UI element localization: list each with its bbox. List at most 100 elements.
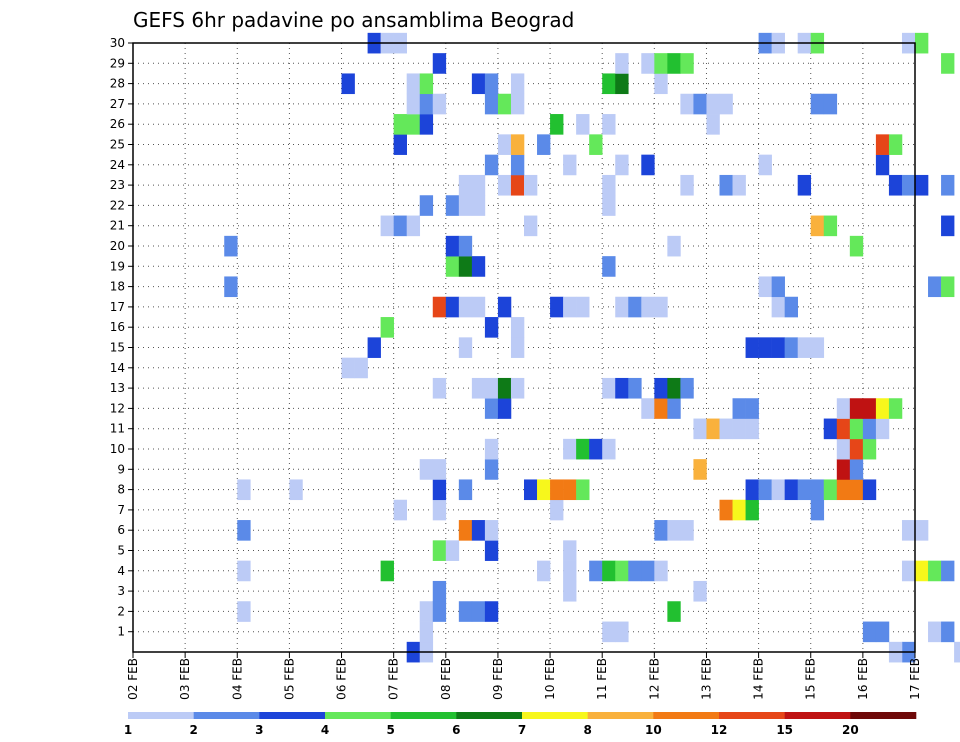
heatmap-cell bbox=[524, 174, 538, 196]
heatmap-cell bbox=[576, 479, 590, 501]
heatmap-cell bbox=[550, 296, 564, 318]
heatmap-cell bbox=[445, 296, 460, 318]
heatmap-cell bbox=[432, 53, 447, 74]
y-tick-label: 5 bbox=[117, 544, 125, 558]
heatmap-cell bbox=[484, 459, 499, 480]
heatmap-cell bbox=[875, 154, 890, 176]
heatmap-cell bbox=[432, 459, 447, 480]
x-tick-label: 14 FEB bbox=[752, 658, 766, 700]
heatmap-cell bbox=[823, 479, 838, 501]
heatmap-cell bbox=[458, 256, 473, 277]
heatmap-cell bbox=[732, 418, 746, 440]
heatmap-cell bbox=[667, 235, 681, 257]
heatmap-cell bbox=[628, 560, 642, 582]
heatmap-cell bbox=[471, 174, 486, 196]
x-tick-label: 07 FEB bbox=[387, 658, 401, 700]
heatmap-cell bbox=[745, 418, 759, 440]
heatmap-cell bbox=[484, 520, 499, 541]
heatmap-cell bbox=[615, 73, 629, 95]
heatmap-cell bbox=[524, 215, 538, 237]
x-tick-label: 04 FEB bbox=[230, 658, 244, 700]
heatmap-cell bbox=[849, 418, 864, 440]
heatmap-cell bbox=[875, 418, 890, 440]
colorbar: 1 2 3 4 5 6 7 8 10 12 15 20 bbox=[124, 712, 917, 737]
heatmap-cell bbox=[615, 154, 629, 176]
x-tick-label: 16 FEB bbox=[856, 658, 870, 700]
y-tick-label: 30 bbox=[110, 36, 125, 50]
heatmap-cell bbox=[524, 479, 538, 501]
heatmap-cell bbox=[784, 337, 798, 358]
heatmap-cell bbox=[497, 296, 512, 318]
heatmap-cell bbox=[915, 520, 929, 541]
heatmap-cell bbox=[354, 357, 368, 379]
heatmap-cell bbox=[836, 398, 851, 419]
heatmap-cell bbox=[602, 560, 616, 582]
heatmap-cell bbox=[393, 114, 407, 135]
heatmap-cell bbox=[693, 580, 707, 602]
heatmap-cell bbox=[380, 215, 394, 237]
heatmap-cell bbox=[510, 377, 525, 399]
heatmap-cell bbox=[341, 357, 355, 379]
heatmap-cell bbox=[458, 337, 473, 358]
y-tick-label: 10 bbox=[110, 442, 125, 456]
heatmap-cell bbox=[419, 601, 434, 622]
heatmap-cell bbox=[745, 398, 759, 419]
heatmap-cell bbox=[941, 560, 955, 582]
x-tick-label: 13 FEB bbox=[699, 658, 713, 700]
colorbar-segment bbox=[719, 712, 785, 719]
heatmap-cell bbox=[654, 560, 668, 582]
heatmap-cell bbox=[602, 256, 616, 277]
colorbar-segment bbox=[128, 712, 194, 719]
colorbar-label: 7 bbox=[518, 723, 526, 737]
heatmap-cell bbox=[928, 276, 942, 298]
y-axis: 1234567891011121314151617181920212223242… bbox=[110, 36, 133, 639]
heatmap-cell bbox=[915, 32, 929, 54]
heatmap-cell bbox=[484, 73, 499, 95]
y-tick-label: 25 bbox=[110, 138, 125, 152]
colorbar-label: 1 bbox=[124, 723, 132, 737]
colorbar-segment bbox=[522, 712, 588, 719]
heatmap-cell bbox=[810, 215, 825, 237]
heatmap-cell bbox=[445, 256, 460, 277]
heatmap-cell bbox=[615, 296, 629, 318]
heatmap-cell bbox=[680, 377, 694, 399]
colorbar-segment bbox=[850, 712, 917, 719]
heatmap-cell bbox=[849, 398, 864, 419]
heatmap-cell bbox=[784, 296, 798, 318]
heatmap-cell bbox=[432, 377, 447, 399]
heatmap-cell bbox=[380, 317, 394, 338]
heatmap-cell bbox=[706, 114, 720, 135]
heatmap-cell bbox=[732, 499, 746, 521]
heatmap-cell bbox=[667, 601, 681, 622]
heatmap-cell bbox=[432, 479, 447, 501]
colorbar-label: 5 bbox=[386, 723, 394, 737]
heatmap-cell bbox=[628, 296, 642, 318]
heatmap-cell bbox=[915, 174, 929, 196]
heatmap-cell bbox=[719, 93, 733, 115]
heatmap-cell bbox=[823, 93, 838, 115]
heatmap-cell bbox=[484, 540, 499, 561]
x-tick-label: 17 FEB bbox=[908, 658, 922, 700]
heatmap-cell bbox=[667, 377, 681, 399]
heatmap-cell bbox=[484, 601, 499, 622]
chart-title: GEFS 6hr padavine po ansamblima Beograd bbox=[133, 8, 574, 32]
heatmap-cell bbox=[458, 479, 473, 501]
heatmap-cell bbox=[706, 93, 720, 115]
heatmap-cell bbox=[758, 479, 772, 501]
heatmap-cell bbox=[771, 337, 785, 358]
heatmap-cell bbox=[641, 53, 655, 74]
heatmap-cell bbox=[888, 174, 903, 196]
x-tick-label: 05 FEB bbox=[282, 658, 296, 700]
heatmap-cell bbox=[862, 621, 877, 643]
heatmap-cell bbox=[380, 560, 394, 582]
heatmap-cell bbox=[458, 195, 473, 216]
heatmap-cell bbox=[563, 580, 577, 602]
heatmap-cell bbox=[576, 296, 590, 318]
heatmap-cell bbox=[849, 235, 864, 257]
heatmap-cell bbox=[406, 114, 421, 135]
heatmap-cell bbox=[497, 93, 512, 115]
heatmap-cell bbox=[745, 337, 759, 358]
colorbar-label: 3 bbox=[255, 723, 263, 737]
heatmap-cell bbox=[484, 377, 499, 399]
y-tick-label: 22 bbox=[110, 198, 125, 212]
